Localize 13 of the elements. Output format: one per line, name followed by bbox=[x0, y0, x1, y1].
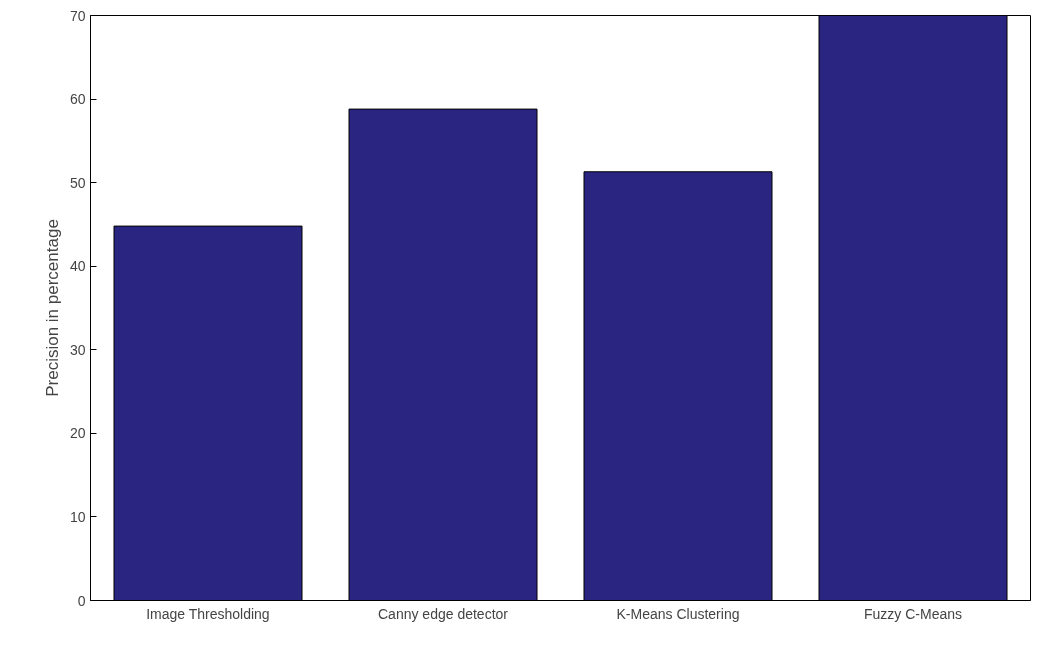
y-tick-label: 50 bbox=[69, 174, 86, 191]
y-tick-label: 10 bbox=[69, 508, 86, 525]
y-tick-label: 70 bbox=[69, 7, 86, 24]
y-tick-label: 60 bbox=[69, 91, 86, 108]
x-tick-label: Image Thresholding bbox=[146, 605, 270, 622]
x-tick-label: Fuzzy C-Means bbox=[863, 605, 963, 622]
y-axis-title: Precision in percentage bbox=[42, 219, 62, 397]
x-tick-label: K-Means Clustering bbox=[616, 605, 740, 622]
x-tick-label: Canny edge detector bbox=[378, 605, 509, 622]
y-tick-label: 0 bbox=[77, 592, 86, 609]
y-tick-label: 20 bbox=[69, 425, 86, 442]
y-tick-label: 40 bbox=[69, 258, 86, 275]
y-tick-label: 30 bbox=[69, 341, 86, 358]
